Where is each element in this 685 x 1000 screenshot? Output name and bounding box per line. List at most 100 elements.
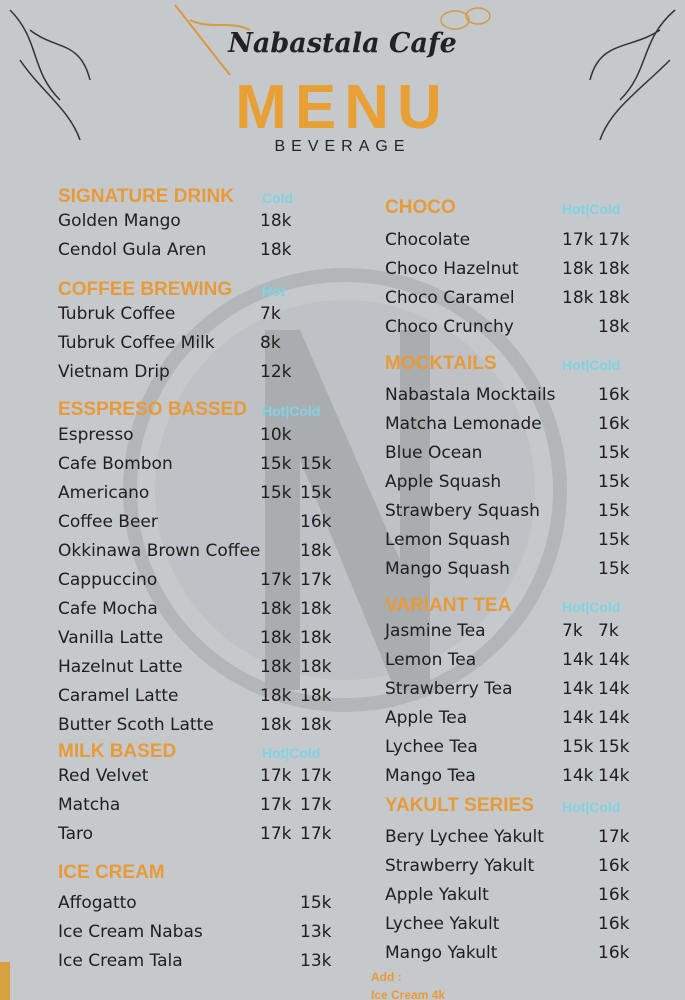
section-title: YAKULT SERIES	[385, 795, 534, 816]
price-hot: 18k	[260, 240, 292, 260]
price-cold: 15k	[300, 454, 332, 474]
item-name: Strawberry Yakult	[385, 856, 535, 876]
item-name: Red Velvet	[58, 766, 149, 786]
item-name: Apple Squash	[385, 472, 502, 492]
item-name: Nabastala Mocktails	[385, 385, 556, 405]
price-cold: 16k	[598, 414, 630, 434]
price-cold: 15k	[598, 737, 630, 757]
item-name: Jasmine Tea	[385, 621, 486, 641]
price-cold: 17k	[300, 824, 332, 844]
column-header: Hot	[262, 283, 286, 299]
item-name: Matcha	[58, 795, 121, 815]
price-hot: 12k	[260, 362, 292, 382]
item-name: Lychee Tea	[385, 737, 478, 757]
price-cold: 7k	[598, 621, 619, 641]
price-cold: 17k	[300, 795, 332, 815]
section-title: ESSPRESO BASSED	[58, 399, 247, 420]
item-name: Bery Lychee Yakult	[385, 827, 544, 847]
price-cold: 18k	[300, 657, 332, 677]
price-hot: 15k	[260, 454, 292, 474]
column-header: Hot|Cold	[562, 799, 621, 815]
item-name: Hazelnut Latte	[58, 657, 183, 677]
price-hot: 15k	[562, 737, 594, 757]
price-cold: 18k	[598, 259, 630, 279]
item-name: Tubruk Coffee	[58, 304, 176, 324]
section-title: SIGNATURE DRINK	[58, 186, 234, 207]
price-hot: 17k	[260, 795, 292, 815]
price-hot: 18k	[260, 599, 292, 619]
footer-label: Add :	[371, 970, 402, 984]
section-title: MOCKTAILS	[385, 353, 497, 374]
price-cold: 17k	[598, 827, 630, 847]
price-cold: 18k	[598, 288, 630, 308]
item-name: Lychee Yakult	[385, 914, 500, 934]
price-hot: 14k	[562, 708, 594, 728]
price-cold: 18k	[300, 628, 332, 648]
price-cold: 15k	[598, 501, 630, 521]
price-cold: 14k	[598, 679, 630, 699]
section-title: MILK BASED	[58, 741, 177, 762]
item-name: Coffee Beer	[58, 512, 158, 532]
item-name: Espresso	[58, 425, 134, 445]
price-cold: 14k	[598, 708, 630, 728]
item-name: Caramel Latte	[58, 686, 179, 706]
price-hot: 18k	[260, 657, 292, 677]
item-name: Taro	[58, 824, 94, 844]
section-title: ICE CREAM	[58, 862, 165, 883]
price-hot: 10k	[260, 425, 292, 445]
column-header: Hot|Cold	[562, 357, 621, 373]
price-cold: 16k	[598, 943, 630, 963]
section-title: COFFEE BREWING	[58, 279, 233, 300]
price-cold: 18k	[300, 541, 332, 561]
price-hot: 18k	[562, 288, 594, 308]
price-cold: 15k	[300, 483, 332, 503]
cafe-name: Nabastala Cafe	[228, 28, 457, 59]
item-name: Cappuccino	[58, 570, 158, 590]
price-cold: 18k	[300, 686, 332, 706]
item-name: Choco Crunchy	[385, 317, 514, 337]
item-name: Cafe Bombon	[58, 454, 173, 474]
item-name: Lemon Tea	[385, 650, 477, 670]
price-hot: 18k	[260, 211, 292, 231]
item-name: Mango Yakult	[385, 943, 498, 963]
price-cold: 18k	[300, 599, 332, 619]
menu-title: MENU	[235, 73, 450, 142]
item-name: Mango Tea	[385, 766, 476, 786]
item-name: Strawberry Tea	[385, 679, 513, 699]
section-title: VARIANT TEA	[385, 595, 512, 616]
price-cold: 15k	[300, 893, 332, 913]
item-name: Blue Ocean	[385, 443, 483, 463]
price-cold: 14k	[598, 766, 630, 786]
price-cold: 15k	[598, 559, 630, 579]
price-cold: 16k	[598, 885, 630, 905]
price-cold: 16k	[598, 856, 630, 876]
item-name: Ice Cream Nabas	[58, 922, 203, 942]
item-name: Lemon Squash	[385, 530, 511, 550]
footer-addon: Ice Cream 4k	[371, 988, 446, 1000]
column-header: Hot|Cold	[262, 403, 321, 419]
item-name: Vietnam Drip	[58, 362, 170, 382]
item-name: Vanilla Latte	[58, 628, 164, 648]
item-name: Apple Tea	[385, 708, 468, 728]
price-cold: 14k	[598, 650, 630, 670]
price-hot: 14k	[562, 679, 594, 699]
column-header: Hot|Cold	[562, 599, 621, 615]
price-cold: 17k	[300, 766, 332, 786]
menu-subtitle: BEVERAGE	[274, 138, 411, 155]
item-name: Choco Hazelnut	[385, 259, 519, 279]
price-hot: 17k	[260, 570, 292, 590]
price-cold: 15k	[598, 443, 630, 463]
item-name: Cendol Gula Aren	[58, 240, 207, 260]
column-header: Hot|Cold	[562, 201, 621, 217]
price-cold: 15k	[598, 530, 630, 550]
item-name: Mango Squash	[385, 559, 510, 579]
item-name: Ice Cream Tala	[58, 951, 183, 971]
price-hot: 17k	[260, 766, 292, 786]
price-hot: 14k	[562, 650, 594, 670]
item-name: Americano	[58, 483, 150, 503]
price-hot: 17k	[260, 824, 292, 844]
price-cold: 13k	[300, 951, 332, 971]
item-name: Strawbery Squash	[385, 501, 540, 521]
price-hot: 18k	[260, 686, 292, 706]
